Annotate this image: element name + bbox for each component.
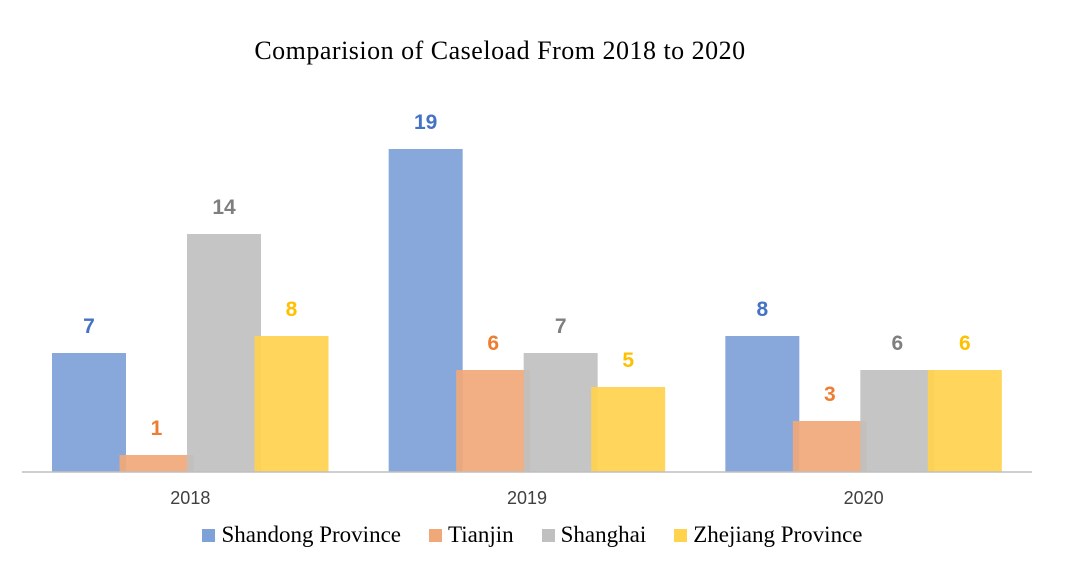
- data-label-shanghai-2019: 7: [555, 315, 567, 338]
- bar-shandong-province-2020: [725, 336, 800, 472]
- data-label-zhejiang-province-2018: 8: [286, 298, 298, 321]
- legend-label: Tianjin: [448, 522, 514, 547]
- legend-item-shandong-province: Shandong Province: [202, 522, 401, 548]
- data-label-shanghai-2020: 6: [891, 332, 903, 355]
- bar-zhejiang-province-2020: [927, 370, 1002, 472]
- bar-tianjin-2019: [456, 370, 531, 472]
- legend-item-shanghai: Shanghai: [541, 522, 647, 548]
- legend-label: Shandong Province: [221, 522, 401, 547]
- data-label-zhejiang-province-2020: 6: [959, 332, 971, 355]
- data-label-shandong-province-2018: 7: [83, 315, 95, 338]
- legend-swatch: [429, 528, 442, 542]
- bar-tianjin-2018: [119, 455, 194, 472]
- bar-tianjin-2020: [792, 421, 867, 472]
- legend-swatch: [541, 528, 555, 542]
- legend-label: Zhejiang Province: [693, 522, 863, 547]
- legend: Shandong Province Tianjin Shanghai Zhejiang…: [0, 522, 1065, 548]
- bars-group: [52, 149, 1002, 472]
- x-tick-label-2018: 2018: [170, 488, 210, 508]
- bar-zhejiang-province-2018: [254, 336, 329, 472]
- data-label-zhejiang-province-2019: 5: [622, 349, 634, 372]
- bar-shanghai-2020: [860, 370, 935, 472]
- chart-title: Comparision of Caseload From 2018 to 202…: [254, 36, 746, 65]
- bar-zhejiang-province-2019: [591, 387, 666, 472]
- x-tick-label-2020: 2020: [844, 488, 884, 508]
- legend-item-zhejiang-province: Zhejiang Province: [674, 522, 863, 548]
- legend-swatch: [674, 528, 688, 542]
- x-tick-label-2019: 2019: [507, 488, 547, 508]
- data-label-tianjin-2019: 6: [487, 332, 499, 355]
- x-tick-labels-group: 2018 2019 2020: [170, 488, 883, 508]
- legend-item-tianjin: Tianjin: [429, 522, 514, 548]
- bar-shanghai-2019: [523, 353, 598, 472]
- bar-shandong-province-2018: [52, 353, 126, 472]
- data-label-shandong-province-2019: 19: [414, 111, 437, 134]
- legend-swatch: [202, 528, 216, 542]
- bar-shandong-province-2019: [388, 149, 463, 472]
- data-label-tianjin-2020: 3: [824, 383, 836, 406]
- value-labels-group: 7 1 14 8 19 6 7 5 8 3 6 6: [83, 111, 971, 440]
- bar-shanghai-2018: [187, 234, 261, 472]
- data-label-shandong-province-2020: 8: [756, 298, 768, 321]
- data-label-tianjin-2018: 1: [151, 417, 163, 440]
- data-label-shanghai-2018: 14: [212, 196, 236, 219]
- legend-label: Shanghai: [560, 522, 647, 547]
